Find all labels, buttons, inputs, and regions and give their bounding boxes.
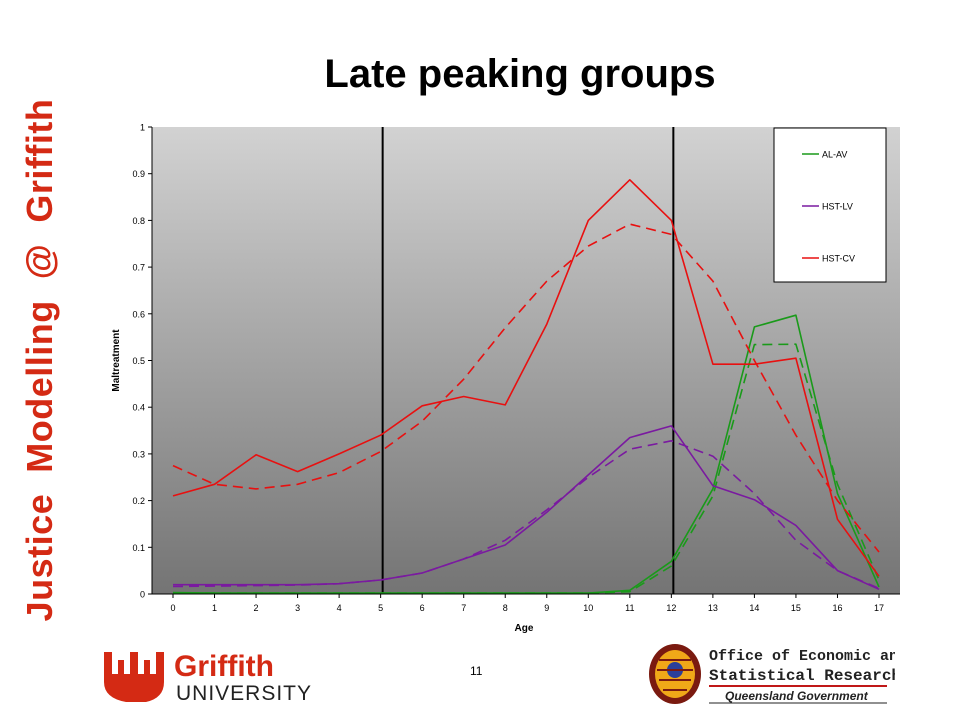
slide-title: Late peaking groups (324, 52, 716, 96)
series-line-5-dashed (172, 223, 880, 553)
legend-box (773, 127, 887, 283)
oesr-logo: Office of Economic and Statistical Resea… (649, 644, 895, 704)
legend-label: AL-AV (822, 150, 847, 160)
oesr-line1: Office of Economic and (709, 648, 895, 665)
y-tick-label: 1 (140, 123, 145, 133)
x-tick-label: 2 (254, 603, 259, 613)
series-line-3-dashed (172, 439, 880, 590)
x-tick-label: 10 (583, 603, 593, 613)
y-tick-label: 0.9 (132, 169, 145, 179)
y-tick-label: 0.5 (132, 356, 145, 366)
x-tick-label: 1 (212, 603, 217, 613)
x-tick-label: 6 (420, 603, 425, 613)
series-line-1-dashed (173, 343, 880, 594)
oesr-line2: Statistical Research (709, 667, 895, 685)
legend-label: HST-LV (822, 202, 853, 212)
x-tick-label: 9 (544, 603, 549, 613)
series-line-4-solid (172, 179, 880, 577)
griffith-emblem-icon (104, 652, 164, 702)
x-tick-label: 11 (625, 603, 634, 613)
griffith-wordmark: Griffith (174, 650, 274, 683)
university-wordmark: UNIVERSITY (176, 682, 312, 705)
x-tick-label: 8 (503, 603, 508, 613)
y-tick-label: 0.2 (132, 496, 145, 506)
y-tick-label: 0.3 (132, 449, 145, 459)
x-tick-label: 0 (170, 603, 175, 613)
x-tick-label: 17 (874, 603, 884, 613)
y-axis-label: Maltreatment (111, 329, 122, 392)
y-tick-label: 0.4 (132, 403, 145, 413)
oesr-line3: Queensland Government (725, 689, 869, 703)
page-number: 11 (470, 664, 483, 678)
x-tick-label: 12 (666, 603, 676, 613)
y-tick-label: 0.8 (132, 216, 145, 226)
x-tick-label: 4 (337, 603, 342, 613)
y-tick-label: 0 (140, 590, 145, 600)
x-tick-label: 5 (378, 603, 383, 613)
x-tick-label: 7 (461, 603, 466, 613)
queensland-emblem-icon (649, 644, 701, 704)
y-tick-label: 0.7 (132, 263, 145, 273)
y-tick-label: 0.1 (132, 543, 145, 553)
griffith-university-logo: Griffith UNIVERSITY (104, 650, 312, 705)
x-tick-label: 14 (749, 603, 759, 613)
x-tick-label: 3 (295, 603, 300, 613)
x-tick-label: 16 (832, 603, 842, 613)
x-tick-label: 13 (708, 603, 718, 613)
x-axis-label: Age (515, 623, 534, 634)
y-tick-label: 0.6 (132, 309, 145, 319)
legend-label: HST-CV (822, 254, 855, 264)
x-tick-label: 15 (791, 603, 801, 613)
